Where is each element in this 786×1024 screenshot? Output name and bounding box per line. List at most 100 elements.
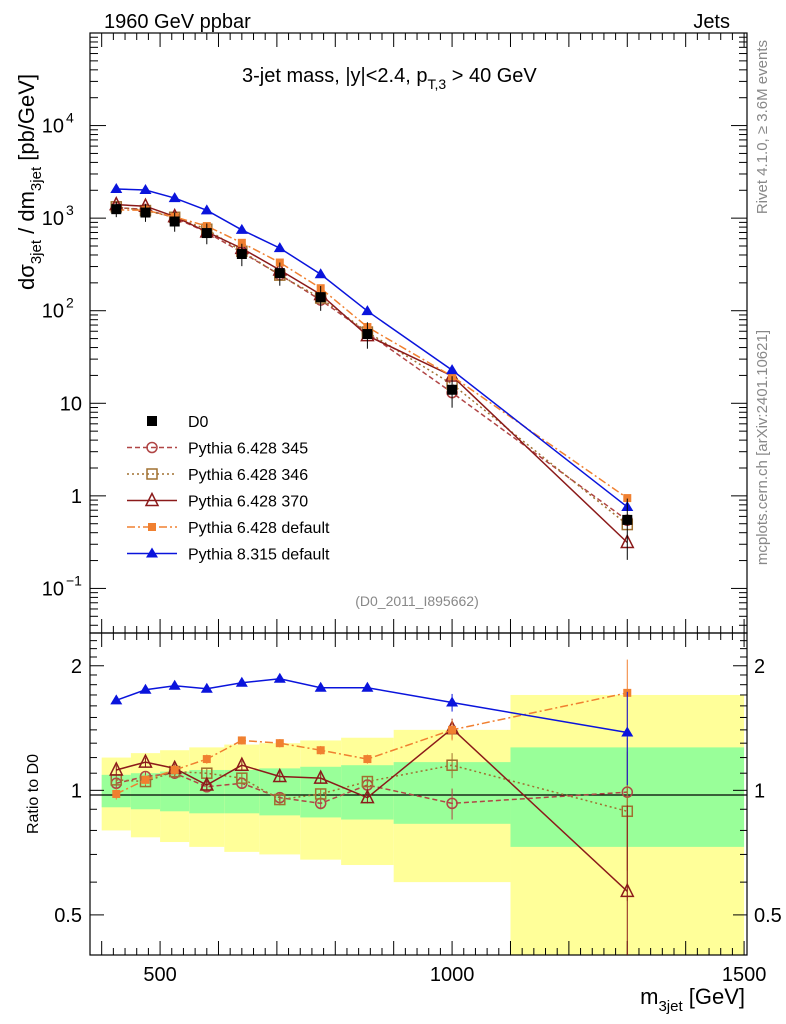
- legend-item: Pythia 8.315 default: [127, 547, 330, 564]
- legend-item: Pythia 6.428 346: [127, 467, 308, 484]
- marker: [139, 184, 152, 195]
- marker: [237, 238, 246, 247]
- process-label: Jets: [693, 11, 730, 33]
- marker: [235, 676, 248, 687]
- marker: [621, 726, 634, 737]
- analysis-id: (D0_2011_I895662): [355, 593, 479, 609]
- ratio-frame: [89, 632, 748, 956]
- series-main: [110, 183, 634, 511]
- marker: [147, 416, 157, 426]
- ratio-y-tick-label: 1: [754, 780, 765, 802]
- y-tick-label: 10: [60, 393, 82, 415]
- marker: [314, 681, 327, 692]
- main-frame: [89, 32, 748, 634]
- marker: [170, 765, 179, 774]
- side-rivet-label: Rivet 4.1.0, ≥ 3.6M events: [754, 40, 771, 214]
- series-line: [115, 692, 628, 795]
- ylabel-unit: [pb/GeV]: [14, 74, 39, 167]
- marker: [146, 547, 158, 558]
- series-line: [116, 203, 628, 544]
- legend-item: Pythia 6.428 345: [127, 441, 308, 458]
- marker: [360, 788, 375, 804]
- ratio-panel: 500 1000 1500 2 2 1 1 0.5 0.5: [54, 632, 782, 986]
- marker: [315, 292, 326, 303]
- series-line: [116, 209, 628, 499]
- xlabel-sub: 3jet: [658, 998, 683, 1015]
- x-tick-label: 1000: [430, 964, 475, 986]
- x-tick-label: 500: [143, 964, 176, 986]
- legend-label: Pythia 8.315 default: [188, 547, 330, 564]
- marker: [361, 775, 374, 788]
- marker: [273, 672, 286, 683]
- marker: [447, 384, 458, 395]
- marker: [274, 268, 285, 279]
- main-y-axis-label: dσ3jet / dm3jet [pb/GeV]: [14, 74, 45, 290]
- marker: [622, 514, 633, 525]
- series-main: [112, 205, 632, 503]
- marker: [314, 788, 327, 800]
- xlabel-main: m: [640, 984, 658, 1009]
- svg-text:dσ3jet / dm3jet [pb/GeV]: dσ3jet / dm3jet [pb/GeV]: [14, 74, 45, 290]
- marker: [235, 223, 248, 234]
- marker: [202, 755, 211, 764]
- side-mcplots-label: mcplots.cern.ch [arXiv:2401.10621]: [754, 330, 771, 565]
- main-plot-area: [109, 183, 635, 560]
- marker: [234, 756, 250, 771]
- marker: [110, 183, 123, 194]
- ratio-y-axis-label: Ratio to D0: [25, 754, 42, 834]
- marker: [168, 679, 181, 690]
- ratio-bands: [101, 694, 745, 955]
- marker: [446, 696, 459, 707]
- marker: [237, 736, 246, 745]
- ylabel-part2: / dm: [14, 191, 39, 240]
- legend-item: Pythia 6.428 default: [127, 520, 330, 537]
- y-tick-exponent: 2: [66, 295, 74, 311]
- legend-item: D0: [147, 414, 209, 431]
- marker: [146, 468, 158, 480]
- marker: [140, 207, 151, 218]
- marker: [200, 204, 213, 215]
- ratio-y-tick-label: 2: [754, 656, 765, 678]
- y-tick-label: 10: [42, 116, 64, 138]
- y-tick-label: 10: [42, 578, 64, 600]
- x-axis-label: m3jet [GeV]: [640, 984, 745, 1015]
- marker: [144, 491, 160, 507]
- y-tick-label: 10: [42, 208, 64, 230]
- legend-label: Pythia 6.428 default: [188, 520, 330, 537]
- legend-label: Pythia 6.428 370: [188, 494, 308, 511]
- marker: [446, 364, 459, 375]
- svg-text:m3jet [GeV]: m3jet [GeV]: [640, 984, 745, 1015]
- marker: [169, 216, 180, 227]
- marker: [623, 494, 632, 503]
- marker: [148, 523, 156, 531]
- plot-title: 3-jet mass, |y|<2.4, pT,3 > 40 GeV: [242, 65, 537, 92]
- marker: [139, 683, 152, 694]
- marker: [273, 242, 286, 253]
- marker: [446, 759, 458, 771]
- marker: [138, 753, 153, 768]
- ratio-y-tick-label: 2: [71, 656, 82, 678]
- ylabel-sub2: 3jet: [28, 166, 45, 191]
- series-data: [111, 201, 633, 560]
- marker: [168, 192, 181, 203]
- title-tail: > 40 GeV: [446, 65, 537, 87]
- series-line: [116, 727, 628, 892]
- y-tick-exponent: 4: [66, 110, 74, 126]
- series-line: [116, 678, 628, 734]
- ratio-ticks: 500 1000 1500 2 2 1 1 0.5 0.5: [54, 632, 782, 986]
- marker: [361, 681, 374, 692]
- ratio-y-tick-label: 1: [71, 780, 82, 802]
- ratio-y-tick-label: 0.5: [54, 905, 82, 927]
- title-main: 3-jet mass, |y|<2.4, p: [242, 65, 427, 87]
- marker: [199, 776, 215, 791]
- marker: [313, 769, 328, 784]
- marker: [446, 797, 458, 810]
- marker: [448, 725, 457, 734]
- legend-label: Pythia 6.428 345: [188, 441, 308, 458]
- marker: [361, 305, 374, 316]
- series-line: [116, 188, 628, 508]
- legend-label: D0: [188, 414, 209, 431]
- ratio-plot-area: [109, 659, 635, 955]
